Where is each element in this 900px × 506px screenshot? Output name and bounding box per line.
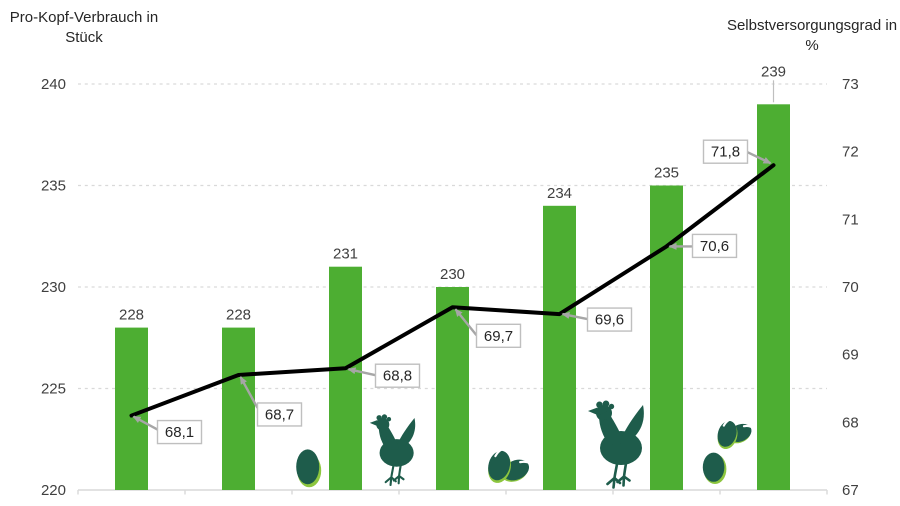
right-axis-tick-label: 67 — [842, 482, 859, 499]
right-axis-tick-label: 70 — [842, 279, 859, 296]
line-label-box — [586, 307, 633, 332]
hen-icon-large — [587, 400, 651, 490]
bar-value-label: 231 — [333, 246, 358, 263]
bar — [650, 185, 683, 490]
line-value-label: 69,7 — [484, 328, 513, 345]
hen-icon — [369, 412, 421, 487]
bar — [543, 205, 576, 491]
egg-group-icon — [702, 418, 753, 484]
line-label-box — [475, 323, 522, 348]
left-axis-tick-label: 235 — [41, 178, 66, 195]
line-label-box — [156, 419, 203, 445]
left-axis-tick-label: 220 — [41, 482, 66, 499]
right-axis-tick-label: 71 — [842, 211, 859, 228]
right-axis-tick-label: 73 — [842, 76, 859, 93]
egg-pair-icon — [488, 448, 531, 483]
bar — [115, 327, 148, 490]
bar — [222, 327, 255, 490]
line-label-arrow — [454, 308, 478, 337]
line-value-label: 68,8 — [383, 368, 412, 385]
egg-icon — [296, 449, 322, 488]
line-series — [129, 163, 776, 418]
left-axis-title: Pro-Kopf-Verbrauch in Stück — [9, 9, 159, 46]
bar — [329, 266, 362, 490]
bar — [757, 104, 790, 491]
line-label-arrow — [132, 415, 159, 431]
line-label-box — [256, 402, 303, 427]
bar-value-label: 228 — [119, 307, 144, 324]
left-axis-tick-label: 240 — [41, 76, 66, 93]
right-axis-tick-label: 68 — [842, 414, 859, 431]
line-label-box — [702, 139, 749, 164]
right-axis-title: Selbstversorgungsgrad in % — [726, 17, 898, 54]
line-label-box — [374, 363, 421, 388]
bar-value-label: 230 — [440, 266, 465, 283]
line-label-arrow — [239, 376, 259, 409]
line-label-box — [691, 233, 738, 259]
bar-value-label: 235 — [654, 165, 679, 182]
line-value-label: 69,6 — [595, 312, 624, 329]
line-value-label: 68,7 — [265, 406, 294, 423]
line-value-label: 71,8 — [711, 144, 740, 161]
line-value-label: 68,1 — [165, 424, 194, 441]
bar — [436, 287, 469, 490]
bar-value-label: 234 — [547, 185, 572, 202]
bar-value-label: 239 — [761, 63, 786, 80]
line-value-label: 70,6 — [700, 238, 729, 255]
bar-value-label: 228 — [226, 307, 251, 324]
left-axis-tick-label: 230 — [41, 279, 66, 296]
right-axis-tick-label: 69 — [842, 347, 859, 364]
left-axis-tick-label: 225 — [41, 381, 66, 398]
line-label-arrow — [561, 312, 588, 321]
right-axis-tick-label: 72 — [842, 144, 859, 161]
line-label-arrow — [746, 151, 772, 165]
line-label-arrow — [347, 367, 376, 377]
